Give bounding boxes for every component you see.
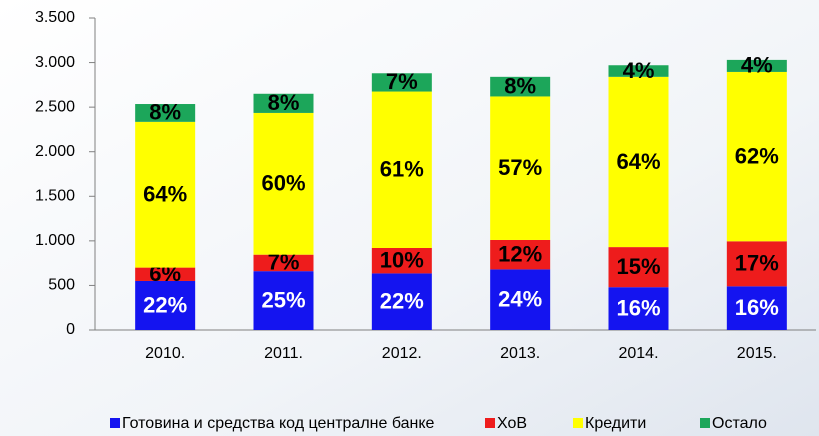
bar-segment <box>253 271 314 330</box>
segment-label: 15% <box>616 254 660 279</box>
bar-segment <box>253 112 314 255</box>
bar-segment <box>726 59 787 72</box>
segment-label: 16% <box>735 295 779 320</box>
legend-swatch <box>700 418 710 428</box>
bar-segment <box>135 104 196 122</box>
y-tick-label: 0 <box>66 321 75 338</box>
bar-segment <box>135 121 196 268</box>
segment-label: 24% <box>498 287 542 312</box>
bar-segment <box>608 65 669 77</box>
y-tick-label: 3.500 <box>35 9 75 26</box>
bar-segment <box>253 93 314 113</box>
segment-label: 64% <box>616 149 660 174</box>
x-tick-label: 2010. <box>145 345 185 362</box>
legend-label: Остало <box>712 415 767 432</box>
segment-label: 4% <box>741 53 773 78</box>
legend-swatch <box>110 418 120 428</box>
bar-segment <box>726 241 787 287</box>
segment-label: 10% <box>380 248 424 273</box>
legend-label: ХоВ <box>497 415 527 432</box>
y-tick-label: 1.000 <box>35 232 75 249</box>
bar-segment <box>490 269 551 330</box>
bar-segment <box>726 71 787 242</box>
segment-label: 60% <box>261 171 305 196</box>
bar-segment <box>490 239 551 270</box>
y-tick-label: 2.000 <box>35 143 75 160</box>
bar-segment <box>608 76 669 248</box>
segment-label: 62% <box>735 143 779 168</box>
bar-segment <box>371 91 432 248</box>
x-tick-label: 2011. <box>264 345 303 362</box>
bar-segment <box>490 76 551 97</box>
legend-label: Готовина и средства код централне банке <box>122 415 435 432</box>
segment-label: 4% <box>623 58 655 83</box>
x-tick-label: 2015. <box>737 345 777 362</box>
bar-segment <box>135 267 196 281</box>
bar-segment <box>608 247 669 288</box>
bar-segment <box>726 286 787 330</box>
y-tick-label: 500 <box>48 277 75 294</box>
bar-segment <box>371 273 432 330</box>
bar-segment <box>490 96 551 240</box>
bar-segment <box>371 73 432 92</box>
segment-label: 8% <box>268 90 300 115</box>
legend-label: Кредити <box>585 415 646 432</box>
bar-segment <box>253 254 314 272</box>
bar-segment <box>608 287 669 330</box>
segment-label: 8% <box>149 100 181 125</box>
segment-label: 64% <box>143 182 187 207</box>
segment-label: 7% <box>386 69 418 94</box>
legend-swatch <box>485 418 495 428</box>
segment-label: 61% <box>380 157 424 182</box>
y-tick-label: 1.500 <box>35 188 75 205</box>
segment-label: 12% <box>498 241 542 266</box>
x-tick-label: 2013. <box>500 345 540 362</box>
segment-label: 25% <box>261 287 305 312</box>
segment-label: 8% <box>504 73 536 98</box>
segment-label: 22% <box>143 292 187 317</box>
x-tick-label: 2012. <box>382 345 422 362</box>
bar-segment <box>371 247 432 274</box>
legend-swatch <box>573 418 583 428</box>
segment-label: 17% <box>735 251 779 276</box>
bar-segment <box>135 280 196 330</box>
segment-label: 22% <box>380 289 424 314</box>
x-tick-label: 2014. <box>618 345 658 362</box>
segment-label: 57% <box>498 155 542 180</box>
y-tick-label: 2.500 <box>35 98 75 115</box>
segment-label: 16% <box>616 295 660 320</box>
y-tick-label: 3.000 <box>35 54 75 71</box>
